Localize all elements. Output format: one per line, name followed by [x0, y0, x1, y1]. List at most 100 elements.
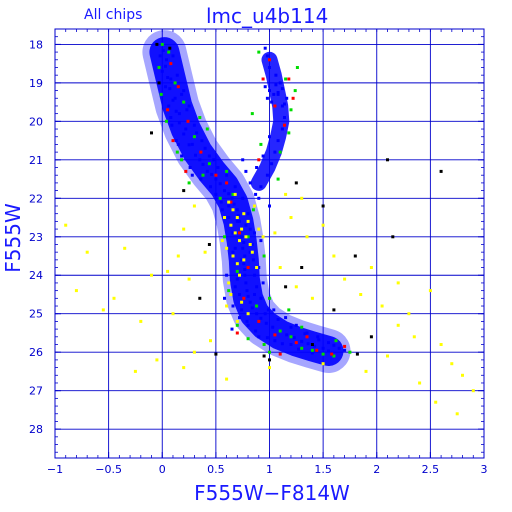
data-point: [242, 241, 246, 244]
data-point: [223, 296, 226, 300]
data-point: [170, 123, 174, 127]
y-tick-label: 25: [29, 308, 43, 321]
data-point: [295, 66, 299, 69]
data-point: [246, 219, 250, 223]
y-tick-label: 27: [29, 385, 43, 398]
data-point: [305, 235, 309, 239]
data-point: [253, 204, 256, 208]
data-point: [101, 308, 105, 312]
data-point: [171, 54, 175, 58]
data-point: [166, 108, 170, 112]
data-point: [214, 177, 218, 181]
data-point: [166, 76, 170, 79]
data-point: [161, 49, 165, 52]
data-point: [253, 231, 256, 235]
data-point: [180, 92, 184, 96]
data-point: [276, 177, 280, 181]
data-point: [155, 42, 159, 46]
data-point: [391, 235, 395, 239]
data-point: [180, 154, 184, 158]
data-point: [182, 89, 186, 93]
data-point: [168, 46, 172, 50]
data-point: [219, 200, 223, 204]
data-point: [297, 347, 300, 351]
data-point: [167, 50, 171, 54]
data-point: [278, 150, 282, 154]
x-tick-labels: −1 −0.5 0 0.5 1 1.5 2 2.5 3: [47, 463, 488, 476]
data-point: [248, 250, 252, 254]
data-point: [223, 189, 226, 193]
data-point: [321, 204, 325, 208]
data-point: [261, 281, 265, 285]
data-point: [157, 66, 161, 69]
data-point: [262, 354, 266, 358]
data-point: [455, 412, 459, 416]
data-point: [227, 200, 231, 204]
data-point: [231, 208, 235, 212]
y-tick-label: 18: [29, 38, 43, 51]
data-point: [174, 139, 178, 143]
data-point: [225, 173, 229, 177]
data-point: [187, 181, 191, 185]
data-point: [227, 216, 231, 219]
data-point: [248, 300, 252, 304]
data-point: [270, 162, 274, 166]
data-point: [240, 227, 244, 231]
data-point: [245, 319, 249, 323]
data-point: [214, 173, 218, 177]
data-point: [230, 196, 234, 200]
data-point: [255, 166, 259, 169]
data-point: [317, 338, 321, 342]
data-point: [284, 316, 288, 320]
data-point: [223, 216, 226, 219]
data-point: [188, 166, 192, 169]
data-point: [190, 142, 194, 146]
data-point: [240, 308, 244, 312]
data-point: [280, 127, 284, 131]
data-point: [218, 196, 222, 200]
data-point: [199, 150, 203, 154]
data-point: [273, 231, 277, 235]
series-group: [64, 192, 475, 416]
data-point: [287, 308, 291, 312]
x-tick-label: 1: [266, 463, 273, 476]
data-point: [233, 185, 237, 189]
data-point: [182, 366, 186, 370]
data-point: [150, 273, 153, 277]
data-point: [268, 366, 271, 370]
data-point: [244, 169, 248, 173]
data-point: [238, 273, 241, 277]
data-point: [165, 119, 168, 123]
data-point: [268, 350, 271, 354]
data-point: [291, 96, 295, 100]
data-point: [227, 281, 231, 285]
data-point: [242, 212, 246, 216]
data-point: [243, 268, 247, 271]
data-point: [257, 227, 261, 231]
data-point: [207, 154, 211, 158]
data-point: [225, 304, 229, 308]
data-point: [232, 202, 236, 206]
x-tick-label: 0: [159, 463, 166, 476]
data-point: [261, 77, 265, 81]
data-point: [176, 254, 180, 258]
data-point: [205, 127, 209, 131]
main-sequence-halo: [142, 30, 351, 373]
data-point: [343, 344, 347, 348]
data-point: [180, 158, 184, 162]
data-point: [268, 358, 271, 362]
data-point: [235, 208, 239, 212]
data-point: [259, 142, 263, 146]
data-point: [278, 352, 282, 356]
data-point: [294, 323, 298, 327]
data-point: [246, 294, 250, 298]
data-point: [268, 58, 271, 62]
x-tick-label: 2: [373, 463, 380, 476]
data-point: [231, 250, 235, 254]
data-point: [257, 50, 261, 54]
data-point: [230, 327, 234, 331]
data-point: [192, 135, 196, 139]
data-point: [439, 343, 443, 346]
data-point: [261, 235, 265, 239]
data-point: [250, 112, 254, 116]
